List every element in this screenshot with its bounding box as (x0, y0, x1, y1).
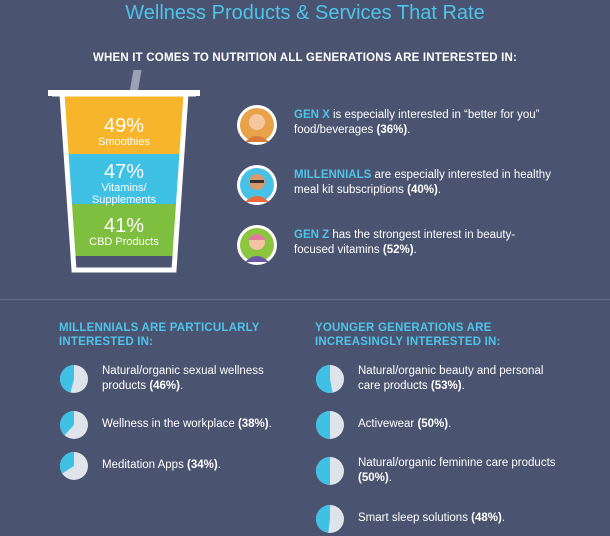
gen-x-name: GEN X (294, 109, 330, 121)
cup-label-cbd: 41% CBD Products (89, 215, 159, 248)
smoothie-cup-graphic (48, 70, 200, 273)
section-subtitle: WHEN IT COMES TO NUTRITION ALL GENERATIO… (92, 52, 518, 64)
millennials-heading: MILLENNIALS ARE PARTICULARLY INTERESTED … (59, 322, 260, 348)
section-divider (0, 299, 610, 300)
pie-chart-icon (315, 505, 344, 533)
cup-label-smoothies: 49% Smoothies (98, 115, 150, 148)
pie-chart-icon (316, 365, 344, 393)
pie-chart-icon (59, 365, 88, 393)
cup-segment-vitamins (68, 154, 180, 204)
millennials-row: MILLENNIALS are especially interested in… (236, 164, 566, 210)
pie-chart-icon (59, 411, 88, 439)
cup-segment-smoothies (64, 94, 184, 154)
gen-x-row: GEN X is especially interested in “bette… (236, 104, 566, 150)
pie-chart-icon (60, 452, 88, 480)
cup-label-vitamins: 47% Vitamins/ Supplements (91, 161, 157, 206)
millennials-name: MILLENNIALS (294, 169, 372, 181)
page-title: Wellness Products & Services That Rate (125, 2, 485, 24)
pie-chart-icon (316, 457, 344, 485)
gen-z-name: GEN Z (294, 229, 330, 241)
gen-z-row: GEN Z has the strongest interest in beau… (236, 224, 566, 270)
gen-z-avatar-icon (237, 225, 277, 265)
gen-x-avatar-icon (237, 105, 277, 145)
younger-heading: YOUNGER GENERATIONS ARE INCREASINGLY INT… (315, 322, 501, 348)
cup-segment-cbd (71, 204, 177, 256)
pie-chart-icon (316, 411, 344, 439)
millennials-avatar-icon (237, 165, 277, 205)
